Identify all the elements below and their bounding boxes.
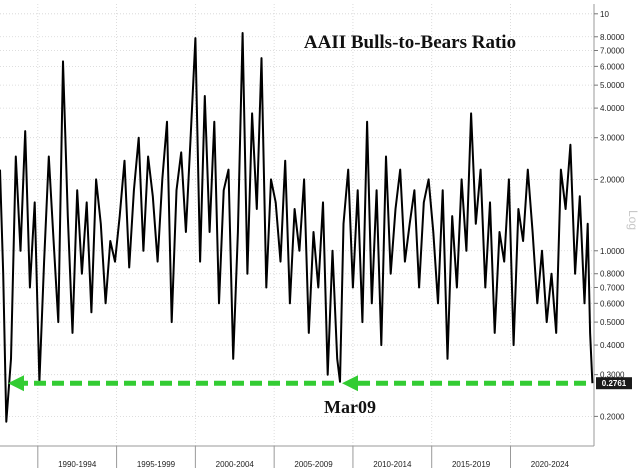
y-tick-label: 0.8000 xyxy=(600,270,625,279)
annotation-arrow-right-head xyxy=(342,375,359,392)
x-axis: 1990-1994 1995-1999 2000-2004 2005-2009 2010… xyxy=(0,445,594,469)
last-value-tag xyxy=(596,377,632,390)
y-tick-label: 8.0000 xyxy=(600,33,625,42)
last-value-label: 0.2761 xyxy=(602,379,627,388)
y-tick-label: 10 xyxy=(600,10,609,19)
y-tick-label: 2.0000 xyxy=(600,175,625,184)
y-tick-label: 4.0000 xyxy=(600,104,625,113)
series-layer xyxy=(0,32,594,423)
annotation-label: Mar09 xyxy=(324,397,376,417)
y-tick-label: 0.3000 xyxy=(600,371,625,380)
y-tick-label: 7.0000 xyxy=(600,47,625,56)
y-tick-label: 0.2000 xyxy=(600,412,625,421)
x-tick-label: 1995-1999 xyxy=(137,460,176,469)
y-tick-label: 0.5000 xyxy=(600,318,625,327)
x-tick-label: 2000-2004 xyxy=(216,460,255,469)
y-tick-label: 5.0000 xyxy=(600,81,625,90)
annotation-arrow-left-head xyxy=(8,375,24,392)
x-tick-label: 2010-2014 xyxy=(373,460,412,469)
annotation-layer: Mar09 xyxy=(8,375,588,417)
y-tick-label: 3.0000 xyxy=(600,134,625,143)
x-tick-label: 2015-2019 xyxy=(452,460,491,469)
y-axis-label: Log xyxy=(626,210,640,230)
y-tick-label: 0.4000 xyxy=(600,341,625,350)
x-tick-label: 2005-2009 xyxy=(294,460,333,469)
series-line xyxy=(0,32,594,423)
x-tick-label: 2020-2024 xyxy=(531,460,570,469)
y-tick-label: 0.6000 xyxy=(600,299,625,308)
y-tick-label: 0.7000 xyxy=(600,283,625,292)
y-tick-label: 1.0000 xyxy=(600,247,625,256)
y-axis: 10 8.0000 7.0000 6.0000 5.0000 4.0000 3.0000 2.… xyxy=(593,4,632,446)
x-tick-label: 1990-1994 xyxy=(58,460,97,469)
chart-title: AAII Bulls-to-Bears Ratio xyxy=(304,32,516,53)
y-tick-label: 6.0000 xyxy=(600,62,625,71)
